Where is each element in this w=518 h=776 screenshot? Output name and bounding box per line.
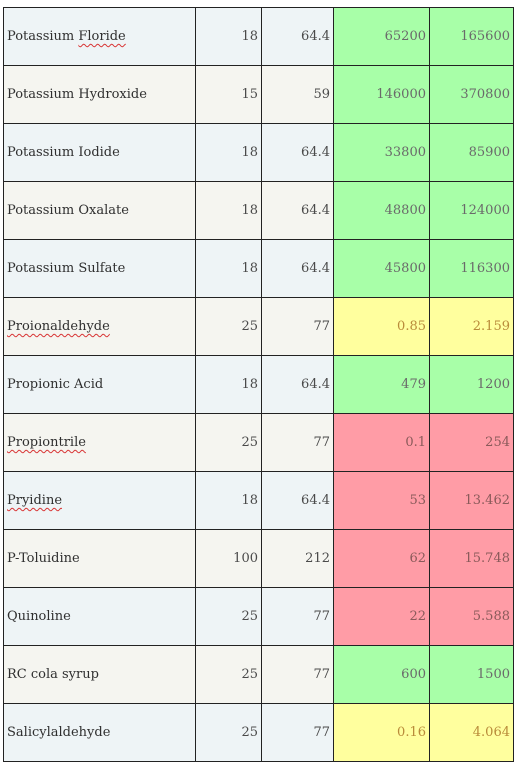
value-cell-1: 146000 [333, 65, 430, 124]
temperature-c-cell: 25 [195, 703, 262, 762]
chemical-name-text: Propionic Acid [7, 377, 104, 392]
chemical-name-text: Potassium Oxalate [7, 203, 129, 218]
value-cell-1: 65200 [333, 7, 430, 66]
chemical-name-cell: Potassium Iodide [3, 123, 196, 182]
chemical-name-text: Potassium Iodide [7, 145, 120, 160]
temperature-c-cell: 18 [195, 355, 262, 414]
table-row: Potassium Sulfate 18 64.4 45800 116300 [3, 239, 514, 298]
value-cell-2: 13.462 [429, 471, 514, 530]
temperature-c-cell: 25 [195, 297, 262, 356]
temperature-c-cell: 25 [195, 645, 262, 704]
chemical-name-cell: Salicylaldehyde [3, 703, 196, 762]
value-cell-2: 5.588 [429, 587, 514, 646]
temperature-f-cell: 77 [261, 413, 334, 472]
temperature-c-cell: 15 [195, 65, 262, 124]
temperature-c-cell: 25 [195, 587, 262, 646]
table-row: Pryidine 18 64.4 53 13.462 [3, 471, 514, 530]
value-cell-2: 2.159 [429, 297, 514, 356]
chemical-name-cell: Potassium Oxalate [3, 181, 196, 240]
value-cell-1: 479 [333, 355, 430, 414]
value-cell-1: 48800 [333, 181, 430, 240]
temperature-f-cell: 77 [261, 587, 334, 646]
chemical-name-text: Potassium Hydroxide [7, 87, 147, 102]
temperature-c-cell: 18 [195, 471, 262, 530]
table-row: Potassium Hydroxide 15 59 146000 370800 [3, 65, 514, 124]
misspelled-word: Floride [78, 29, 126, 44]
value-cell-1: 53 [333, 471, 430, 530]
table-row: Proionaldehyde 25 77 0.85 2.159 [3, 297, 514, 356]
temperature-f-cell: 59 [261, 65, 334, 124]
chemical-name-cell: Quinoline [3, 587, 196, 646]
temperature-f-cell: 64.4 [261, 123, 334, 182]
value-cell-1: 33800 [333, 123, 430, 182]
value-cell-2: 4.064 [429, 703, 514, 762]
table-row: Potassium Iodide 18 64.4 33800 85900 [3, 123, 514, 182]
temperature-f-cell: 64.4 [261, 239, 334, 298]
chemical-name-text: P-Toluidine [7, 551, 80, 566]
table-row: Potassium Floride 18 64.4 65200 165600 [3, 7, 514, 66]
value-cell-1: 45800 [333, 239, 430, 298]
value-cell-1: 0.1 [333, 413, 430, 472]
chemical-name-cell: RC cola syrup [3, 645, 196, 704]
value-cell-2: 116300 [429, 239, 514, 298]
temperature-f-cell: 64.4 [261, 355, 334, 414]
temperature-f-cell: 64.4 [261, 181, 334, 240]
temperature-c-cell: 25 [195, 413, 262, 472]
value-cell-2: 165600 [429, 7, 514, 66]
temperature-f-cell: 64.4 [261, 471, 334, 530]
value-cell-2: 85900 [429, 123, 514, 182]
chemical-name-text: Potassium [7, 29, 79, 44]
chemical-name-cell: Propiontrile [3, 413, 196, 472]
value-cell-1: 0.85 [333, 297, 430, 356]
chemical-compatibility-table: Potassium Floride 18 64.4 65200 165600 Potass… [3, 7, 514, 762]
value-cell-1: 600 [333, 645, 430, 704]
temperature-f-cell: 77 [261, 645, 334, 704]
value-cell-1: 0.16 [333, 703, 430, 762]
misspelled-word: Propiontrile [7, 435, 86, 450]
value-cell-2: 1200 [429, 355, 514, 414]
temperature-f-cell: 77 [261, 703, 334, 762]
chemical-name-cell: Propionic Acid [3, 355, 196, 414]
value-cell-2: 1500 [429, 645, 514, 704]
chemical-name-cell: Potassium Sulfate [3, 239, 196, 298]
value-cell-2: 15.748 [429, 529, 514, 588]
table-row: Propionic Acid 18 64.4 479 1200 [3, 355, 514, 414]
table-row: Salicylaldehyde 25 77 0.16 4.064 [3, 703, 514, 762]
temperature-c-cell: 18 [195, 181, 262, 240]
temperature-f-cell: 77 [261, 297, 334, 356]
value-cell-1: 62 [333, 529, 430, 588]
temperature-f-cell: 64.4 [261, 7, 334, 66]
temperature-f-cell: 212 [261, 529, 334, 588]
temperature-c-cell: 100 [195, 529, 262, 588]
table-row: Propiontrile 25 77 0.1 254 [3, 413, 514, 472]
value-cell-1: 22 [333, 587, 430, 646]
misspelled-word: Pryidine [7, 493, 63, 508]
table-row: RC cola syrup 25 77 600 1500 [3, 645, 514, 704]
chemical-name-cell: P-Toluidine [3, 529, 196, 588]
temperature-c-cell: 18 [195, 123, 262, 182]
table-row: P-Toluidine 100 212 62 15.748 [3, 529, 514, 588]
chemical-name-cell: Proionaldehyde [3, 297, 196, 356]
chemical-name-cell: Potassium Floride [3, 7, 196, 66]
temperature-c-cell: 18 [195, 7, 262, 66]
value-cell-2: 370800 [429, 65, 514, 124]
value-cell-2: 124000 [429, 181, 514, 240]
value-cell-2: 254 [429, 413, 514, 472]
chemical-name-text: Potassium Sulfate [7, 261, 126, 276]
chemical-name-cell: Potassium Hydroxide [3, 65, 196, 124]
table-body: Potassium Floride 18 64.4 65200 165600 Potass… [3, 7, 514, 762]
table-row: Potassium Oxalate 18 64.4 48800 124000 [3, 181, 514, 240]
misspelled-word: Proionaldehyde [7, 319, 110, 334]
chemical-name-text: RC cola syrup [7, 667, 99, 682]
chemical-name-text: Salicylaldehyde [7, 725, 111, 740]
temperature-c-cell: 18 [195, 239, 262, 298]
chemical-name-text: Quinoline [7, 609, 71, 624]
chemical-name-cell: Pryidine [3, 471, 196, 530]
table-row: Quinoline 25 77 22 5.588 [3, 587, 514, 646]
